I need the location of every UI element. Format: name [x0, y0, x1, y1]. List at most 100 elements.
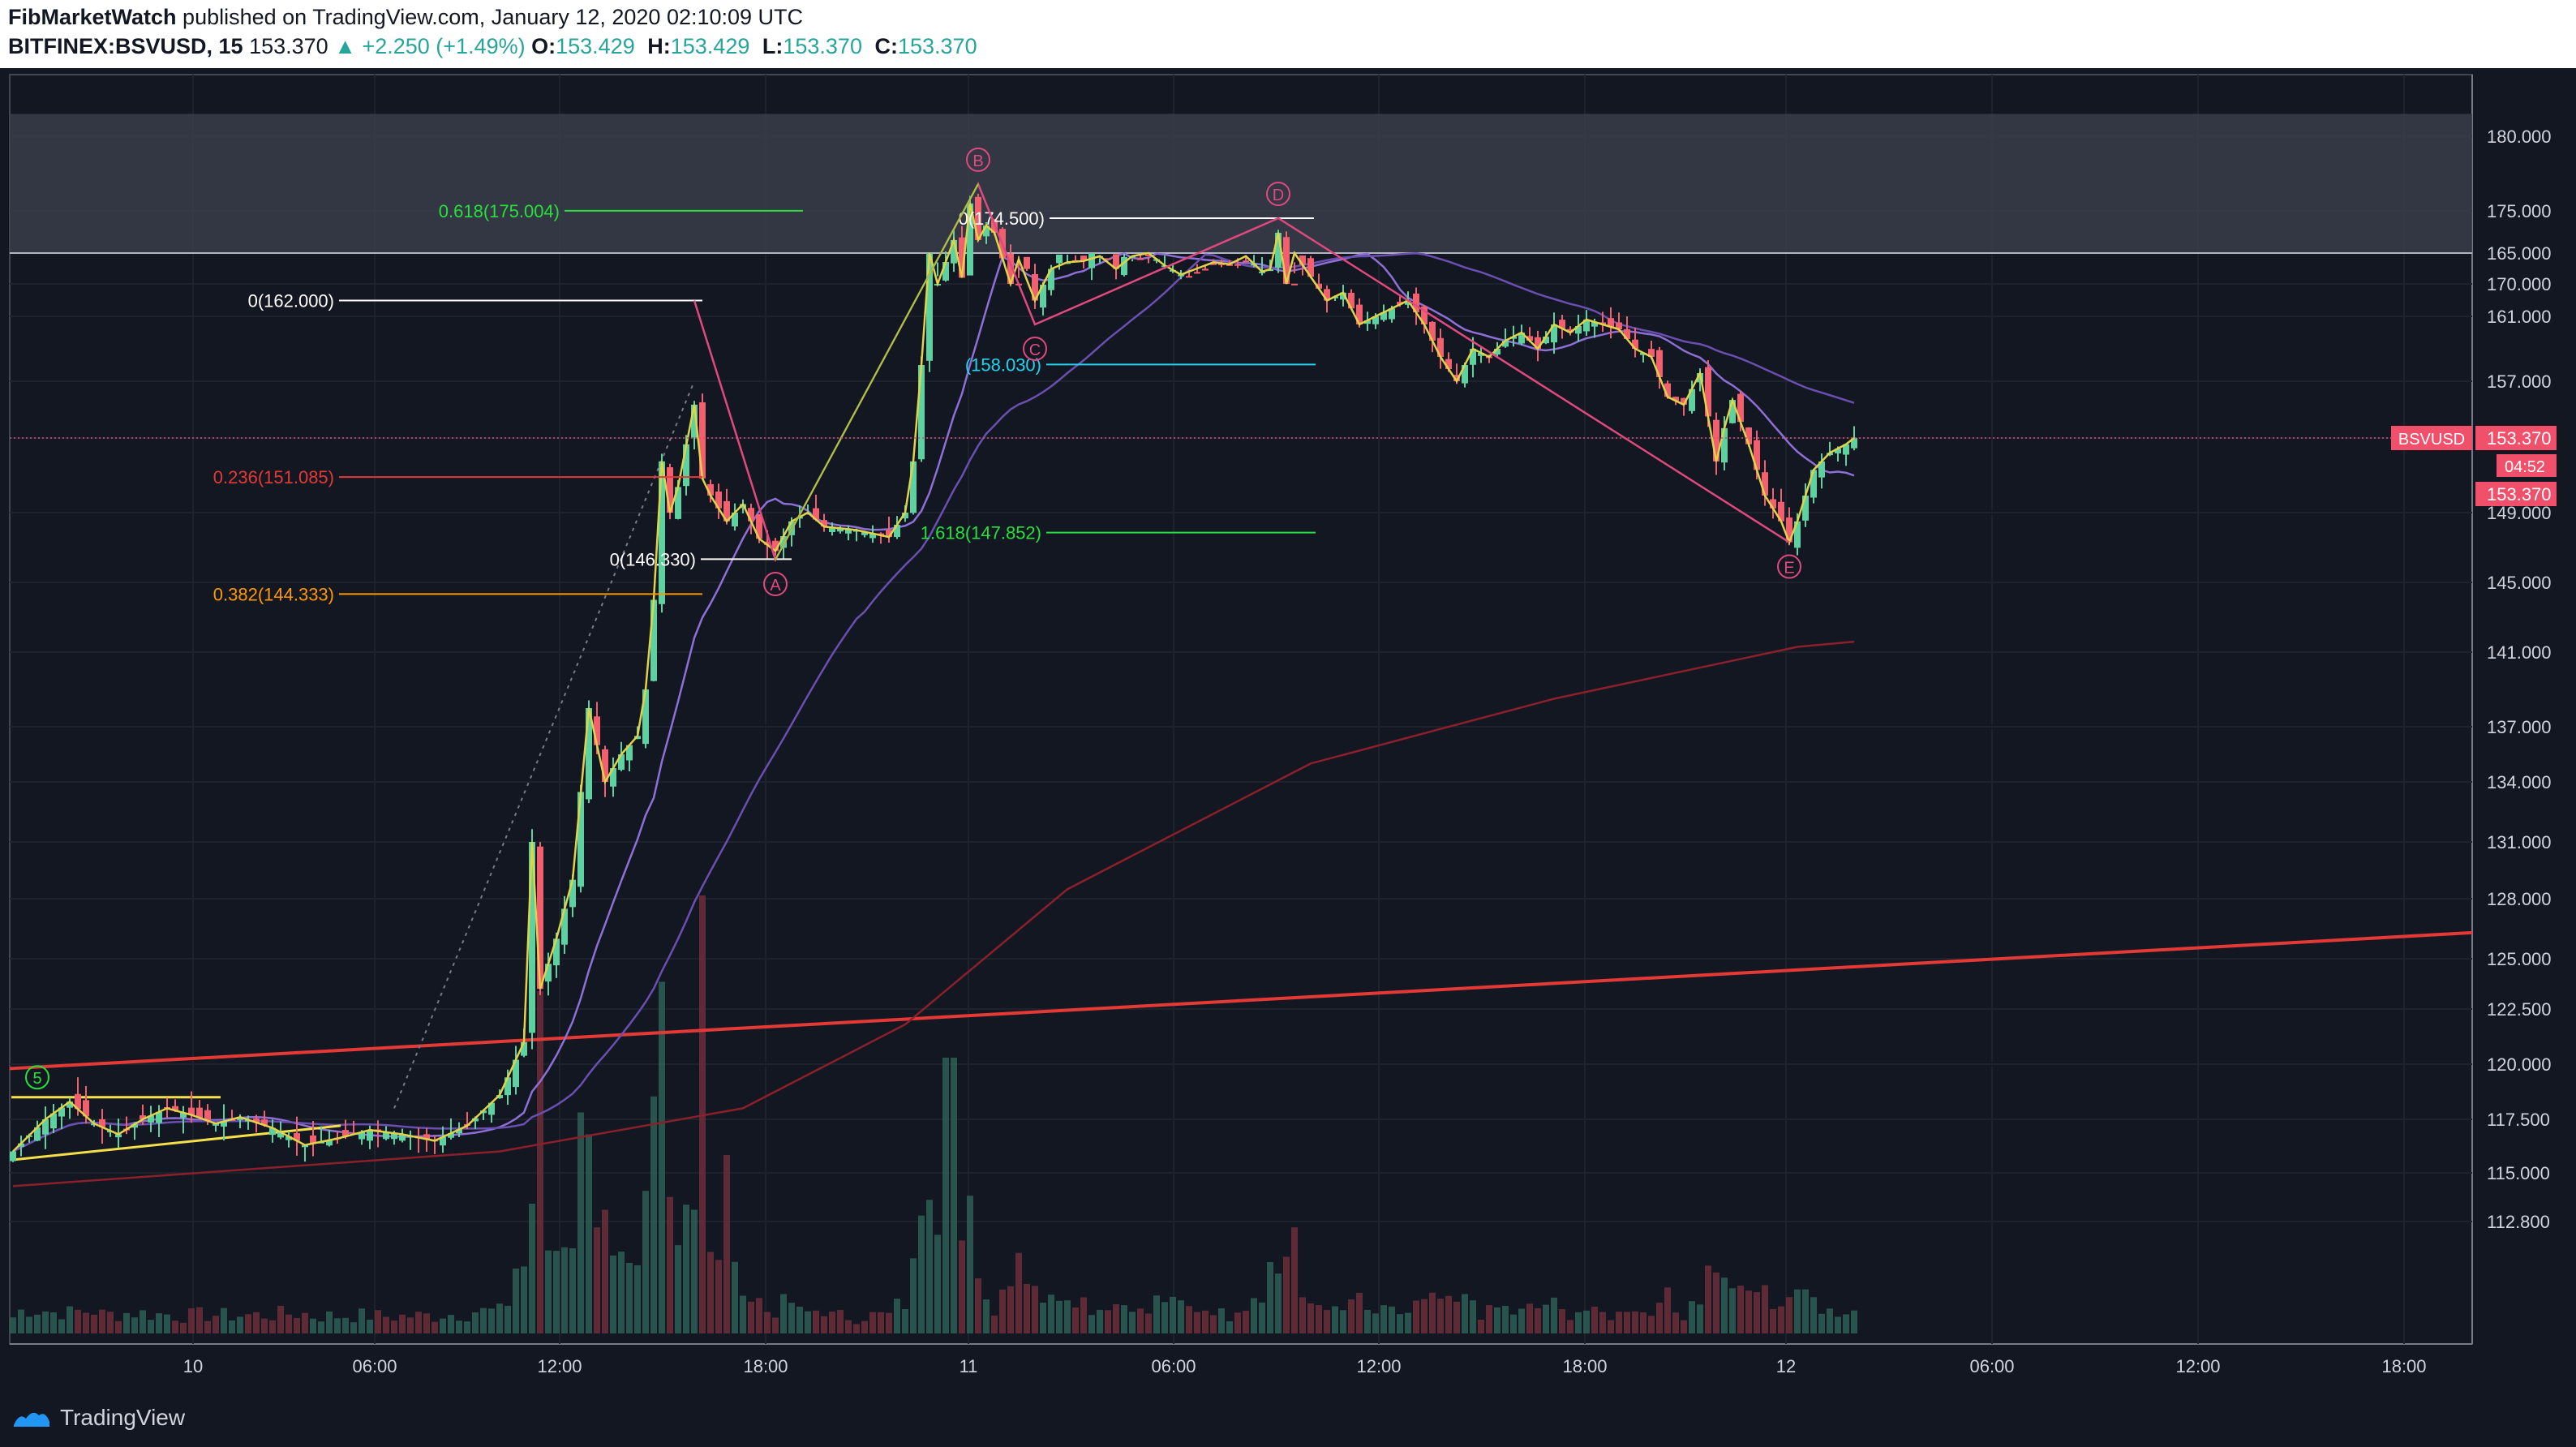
candle[interactable]	[610, 768, 616, 787]
price-chart[interactable]: 0.618(175.004) 0(174.500)0(162.000)(158.0…	[0, 68, 2576, 1389]
candle[interactable]	[1210, 263, 1217, 265]
candle[interactable]	[448, 1133, 454, 1138]
candle[interactable]	[1186, 276, 1192, 278]
candle[interactable]	[1794, 521, 1801, 548]
candle[interactable]	[1283, 237, 1290, 284]
candle[interactable]	[886, 530, 892, 538]
candle[interactable]	[1494, 349, 1501, 355]
candle[interactable]	[1291, 283, 1298, 286]
candle[interactable]	[1778, 501, 1784, 522]
candle[interactable]	[221, 1121, 227, 1127]
candle[interactable]	[1624, 328, 1630, 339]
candle[interactable]	[537, 846, 543, 990]
candle[interactable]	[1591, 322, 1598, 327]
candle[interactable]	[553, 938, 560, 966]
candle[interactable]	[1689, 389, 1695, 411]
candle[interactable]	[780, 536, 787, 548]
candle[interactable]	[513, 1059, 519, 1088]
candle[interactable]	[204, 1110, 211, 1121]
candle[interactable]	[1543, 337, 1549, 344]
candle[interactable]	[1340, 292, 1346, 300]
candle[interactable]	[699, 402, 706, 479]
candle[interactable]	[180, 1112, 187, 1118]
candle[interactable]	[42, 1119, 49, 1135]
candle[interactable]	[1851, 438, 1857, 449]
candle[interactable]	[861, 531, 868, 535]
candle[interactable]	[1413, 293, 1419, 313]
wave-5-marker[interactable]	[25, 1065, 49, 1090]
candle[interactable]	[1429, 321, 1436, 341]
candle[interactable]	[1389, 308, 1395, 320]
candle[interactable]	[1575, 326, 1582, 334]
candle[interactable]	[1113, 254, 1119, 269]
candle[interactable]	[302, 1144, 308, 1148]
candle[interactable]	[837, 528, 844, 532]
candle[interactable]	[951, 240, 957, 264]
candle[interactable]	[10, 1151, 16, 1161]
candle[interactable]	[1299, 255, 1306, 265]
candle[interactable]	[1632, 339, 1638, 349]
candle[interactable]	[1648, 349, 1655, 357]
candle[interactable]	[1462, 365, 1468, 384]
candle[interactable]	[75, 1093, 81, 1110]
candle[interactable]	[286, 1136, 292, 1140]
candle[interactable]	[1007, 253, 1014, 284]
author-name[interactable]: FibMarketWatch	[8, 5, 177, 29]
candle[interactable]	[586, 708, 592, 800]
candle[interactable]	[715, 492, 722, 509]
candle[interactable]	[1810, 470, 1817, 498]
candle[interactable]	[1608, 318, 1614, 327]
harmonic-point-b[interactable]	[966, 147, 990, 172]
candle[interactable]	[869, 533, 876, 539]
candle[interactable]	[58, 1107, 65, 1117]
harmonic-point-a[interactable]	[763, 572, 788, 597]
candle[interactable]	[196, 1107, 203, 1119]
symbol-name[interactable]: BITFINEX:BSVUSD, 15	[8, 34, 243, 58]
candle[interactable]	[83, 1100, 89, 1117]
candle[interactable]	[894, 525, 900, 538]
candle[interactable]	[496, 1095, 503, 1099]
candle[interactable]	[156, 1111, 162, 1123]
candle[interactable]	[918, 365, 925, 460]
candle[interactable]	[845, 529, 852, 534]
candle[interactable]	[237, 1117, 243, 1120]
candle[interactable]	[488, 1102, 495, 1115]
candle[interactable]	[440, 1136, 446, 1146]
harmonic-point-e[interactable]	[1777, 554, 1801, 579]
candle[interactable]	[1478, 353, 1484, 356]
candle[interactable]	[577, 792, 584, 887]
candle[interactable]	[1551, 324, 1557, 343]
candle[interactable]	[1518, 333, 1525, 344]
candle[interactable]	[294, 1133, 300, 1141]
candle[interactable]	[829, 527, 835, 532]
candle[interactable]	[1356, 304, 1363, 324]
candle[interactable]	[821, 520, 827, 527]
candle[interactable]	[456, 1129, 462, 1134]
candle[interactable]	[650, 599, 657, 681]
candle[interactable]	[1080, 255, 1087, 261]
candle[interactable]	[1218, 263, 1225, 265]
candle[interactable]	[1843, 444, 1849, 455]
candle[interactable]	[140, 1115, 146, 1119]
candle[interactable]	[1681, 397, 1687, 405]
candle[interactable]	[1729, 400, 1736, 423]
candle[interactable]	[521, 1041, 527, 1056]
candle[interactable]	[1088, 253, 1095, 268]
fib-levels[interactable]: 0.618(175.004) 0(174.500)0(162.000)(158.0…	[213, 201, 1316, 604]
candle[interactable]	[1526, 336, 1533, 341]
candle[interactable]	[634, 736, 641, 740]
candle[interactable]	[1835, 449, 1841, 453]
candle[interactable]	[1032, 273, 1038, 301]
candle[interactable]	[472, 1118, 479, 1122]
candle[interactable]	[561, 908, 568, 945]
candle[interactable]	[1762, 472, 1768, 496]
candle[interactable]	[602, 749, 608, 782]
candle[interactable]	[1583, 320, 1590, 332]
candle[interactable]	[1372, 316, 1379, 324]
candle[interactable]	[50, 1113, 57, 1129]
candle[interactable]	[34, 1127, 41, 1141]
tradingview-brand[interactable]: TradingView	[11, 1405, 185, 1431]
harmonic-point-c[interactable]	[1023, 337, 1047, 361]
harmonic-pattern[interactable]: A B C D E 5	[25, 147, 1801, 1090]
candle[interactable]	[1307, 258, 1314, 277]
